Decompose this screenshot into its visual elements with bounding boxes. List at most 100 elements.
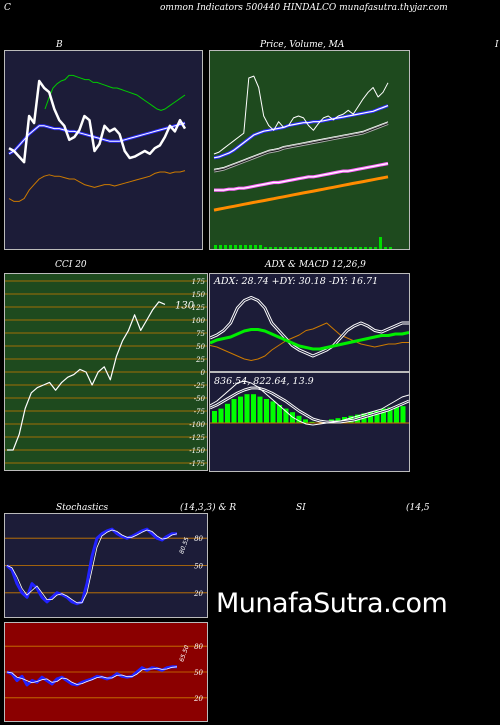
macd-histogram-bar [303,419,308,423]
macd-histogram-bar [387,407,393,423]
stoch-tick-label: 80 [194,535,203,543]
adx-macd-title: ADX & MACD 12,26,9 [265,260,366,270]
macd-histogram-bar [231,399,237,423]
volume-bar [374,247,377,249]
stochastics-panel: 80 50 20 80.55 [4,513,208,618]
volume-bar [249,245,252,249]
volume-bar [344,247,347,249]
cci-tick-label: 100 [192,317,206,325]
macd-histogram-bar [394,406,399,423]
macd-histogram-bar [277,405,282,423]
macd-histogram-bar [264,399,269,423]
price-ma-long-inner [213,123,389,172]
volume-bar [239,245,242,249]
macd-histogram-bar [400,406,406,423]
macd-line [210,380,409,426]
macd-histogram-bar [270,401,276,423]
cci-tick-label: -175 [189,460,205,468]
macd-histogram-bar [296,415,302,423]
macd-histogram-bar [374,411,380,423]
cci-tick-label: -125 [189,434,205,442]
williams-last-value: 65.50 [178,644,191,663]
volume-bar [279,247,282,249]
volume-bar [329,247,332,249]
volume-bar [229,245,232,249]
cci-tick-label: 150 [192,291,206,299]
price-line [213,75,389,155]
adx-minus-di [210,322,409,361]
cci-last-value: 130 [175,300,195,311]
stochastics-chart: 80 50 20 80.55 [5,527,207,606]
volume-bar [304,247,307,249]
macd-histogram-bar [225,403,230,423]
macd-histogram-bar [238,396,243,423]
stoch-last-value: 80.55 [178,536,191,555]
macd-panel: 836.54, 822.64, 13.9 [209,372,410,472]
bollinger-chart [8,74,187,202]
price-ma-white [213,121,389,170]
williams-tick-label: 20 [193,695,203,703]
macd-histogram-bar [309,421,315,423]
cci-tick-label: -100 [189,421,205,429]
macd-chart [210,380,409,426]
price-ma-blue-inner [213,105,389,159]
cci-chart: 175 150 125 100 75 50 25 0 -25 -50 -75 -100 -125 -150… [5,278,207,468]
macd-histogram-bar [283,408,289,423]
volume-bar [289,247,292,249]
volume-bar [269,247,272,249]
bollinger-title: B [56,40,63,50]
stochastics-params: (14,3,3) & R [180,503,237,513]
bb-upper-band [44,74,186,111]
cci-tick-label: 75 [196,330,205,338]
macd-values: 836.54, 822.64, 13.9 [214,376,314,387]
price-chart [213,75,392,249]
adx-chart [210,296,409,361]
cci-title: CCI 20 [55,260,87,270]
volume-bar [359,247,362,249]
volume-bar [349,247,352,249]
cci-tick-label: -150 [189,447,205,455]
volume-bar [379,237,382,249]
right-letter: I [495,40,499,50]
cci-panel: 175 150 125 100 75 50 25 0 -25 -50 -75 -100 -125 -150… [4,273,208,471]
williams-tick-label: 50 [194,669,203,677]
volume-bar [214,245,217,249]
volume-bar [314,247,317,249]
bb-middle-band-inner [8,122,186,155]
bb-price-line [8,79,187,164]
adx-plus-di-inner [210,297,409,357]
macd-histogram-bar [381,408,386,423]
volume-bar [259,245,262,249]
adx-line [210,328,409,351]
williams-d-line [6,666,178,685]
macd-histogram-bar [368,412,373,423]
bb-lower-band [8,170,186,202]
volume-bar [254,245,257,249]
williams-panel: 80 50 20 65.50 [4,622,208,722]
cci-tick-label: -75 [194,408,206,416]
volume-bar [364,247,367,249]
volume-bar [369,247,372,249]
volume-bar [389,247,392,249]
volume-bar [309,247,312,249]
macd-histogram-bar [257,396,263,423]
stoch-tick-label: 20 [193,590,203,598]
adx-values: ADX: 28.74 +DY: 30.18 -DY: 16.71 [214,276,379,287]
volume-bar [334,247,337,249]
volume-bar [324,247,327,249]
price-panel [209,50,410,250]
si-params: (14,5 [406,503,430,513]
volume-bar [319,247,322,249]
macd-histogram-bar [251,394,256,423]
price-ma-pink-outer [214,161,389,192]
cci-tick-label: 0 [201,369,206,377]
page-title: ommon Indicators 500440 HINDALCO munafas… [160,3,448,13]
volume-bar [339,247,342,249]
volume-bar [384,247,387,249]
macd-histogram-bar [218,408,224,423]
si-title: SI [296,503,306,513]
volume-bar [299,247,302,249]
price-ma-pink-inner [214,162,389,191]
bollinger-panel [4,50,203,250]
williams-k-line [6,665,177,687]
